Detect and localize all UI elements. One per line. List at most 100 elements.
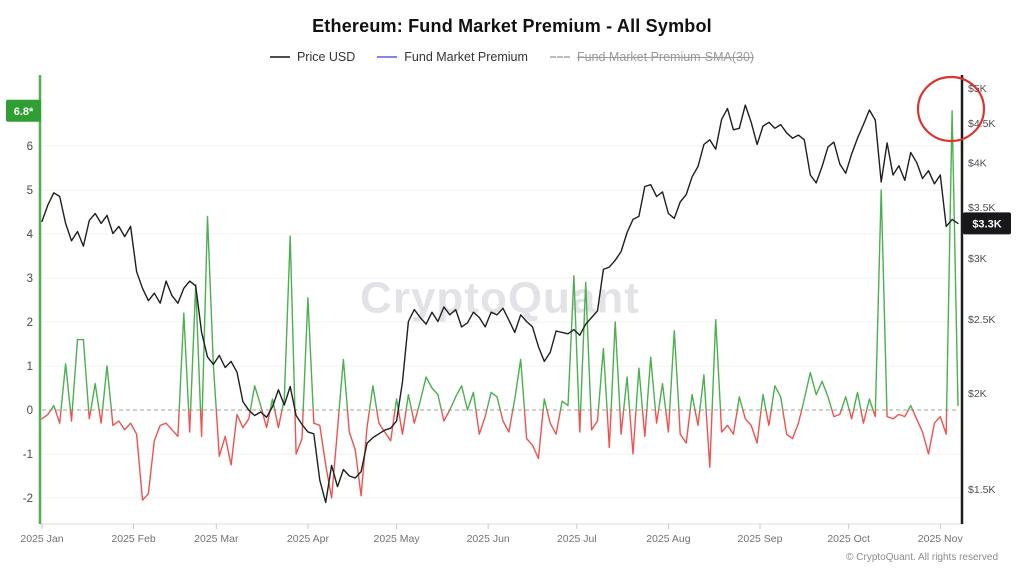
premium-negative-segment <box>312 409 340 499</box>
legend-label-fund-market-premium-sma30: Fund Market Premium-SMA(30) <box>576 50 755 64</box>
left-axis-label: 2 <box>27 317 33 329</box>
premium-negative-segment <box>742 409 762 444</box>
premium-positive-segment <box>338 358 349 411</box>
x-axis-label: 2025 Sep <box>738 533 783 545</box>
premium-negative-segment <box>641 409 648 438</box>
left-axis-label: -1 <box>23 449 33 461</box>
legend-item-price-usd[interactable]: Price USD <box>269 50 356 64</box>
premium-negative-segment <box>376 409 396 442</box>
legend-item-fund-market-premium-sma30[interactable]: Fund Market Premium-SMA(30) <box>549 50 755 64</box>
fund-market-premium-line-swatch <box>377 56 398 58</box>
right-axis-label: $2K <box>968 388 987 400</box>
premium-negative-segment <box>912 409 948 455</box>
watermark: CryptoQuant <box>360 274 640 323</box>
copyright-note: © CryptoQuant. All rights reserved <box>846 552 998 563</box>
x-axis-label: 2025 Nov <box>918 533 964 545</box>
premium-negative-segment <box>98 409 104 424</box>
premium-negative-segment <box>274 409 283 429</box>
left-axis-label: 0 <box>27 405 33 417</box>
premium-positive-segment <box>874 189 888 411</box>
premium-negative-segment <box>719 409 738 435</box>
price-usd-line <box>41 104 959 504</box>
left-axis-label: 5 <box>27 185 33 197</box>
price-usd-line-swatch <box>269 56 290 58</box>
premium-negative-segment <box>87 409 92 420</box>
premium-positive-segment <box>866 398 874 411</box>
legend-item-fund-market-premium[interactable]: Fund Market Premium <box>377 50 528 64</box>
premium-negative-segment <box>619 409 625 435</box>
premium-negative-segment <box>578 409 582 433</box>
premium-positive-segment <box>417 376 443 411</box>
left-axis-label: 1 <box>27 361 33 373</box>
premium-positive-segment <box>736 396 744 411</box>
premium-negative-segment <box>606 409 612 449</box>
left-axis-label: 3 <box>27 273 33 285</box>
premium-negative-segment <box>860 409 868 424</box>
premium-positive-segment <box>689 393 696 411</box>
premium-negative-segment <box>831 409 842 418</box>
right-axis-label: $1.5K <box>968 484 995 496</box>
premium-positive-segment <box>840 396 850 411</box>
premium-max-badge-label: 6.8* <box>14 106 34 118</box>
left-axis-label: 6 <box>27 141 33 153</box>
fund-market-premium-line <box>41 110 959 501</box>
legend-label-price-usd: Price USD <box>296 50 356 64</box>
premium-negative-segment <box>694 409 701 427</box>
price-last-badge <box>963 212 1011 235</box>
premium-negative-segment <box>590 409 600 431</box>
premium-positive-segment <box>646 356 657 411</box>
premium-negative-segment <box>199 409 204 438</box>
x-axis-label: 2025 Aug <box>646 533 691 545</box>
premium-positive-segment <box>610 321 621 411</box>
premium-negative-segment <box>628 409 637 455</box>
right-axis-label: $2.5K <box>968 314 995 326</box>
premium-positive-segment <box>178 312 190 411</box>
premium-negative-segment <box>782 409 803 440</box>
premium-positive-segment <box>189 283 202 411</box>
premium-positive-segment <box>579 281 592 411</box>
premium-positive-segment <box>368 385 378 411</box>
premium-positive-segment <box>635 367 644 411</box>
x-axis-label: 2025 Feb <box>111 533 156 545</box>
left-axis-label: 4 <box>27 229 34 241</box>
premium-negative-segment <box>54 409 62 424</box>
premium-positive-segment <box>90 382 100 411</box>
premium-positive-segment <box>542 398 548 411</box>
premium-positive-segment <box>269 398 276 411</box>
premium-positive-segment <box>302 297 314 411</box>
premium-positive-segment <box>71 338 90 411</box>
premium-positive-segment <box>760 393 767 411</box>
premium-positive-segment <box>770 385 784 411</box>
premium-negative-segment <box>346 409 371 497</box>
x-axis-label: 2025 Apr <box>287 533 330 545</box>
premium-positive-segment <box>405 393 413 411</box>
premium-negative-segment <box>678 409 691 444</box>
premium-negative-segment <box>523 409 544 460</box>
premium-negative-segment <box>110 409 180 501</box>
premium-positive-segment <box>801 371 833 411</box>
premium-positive-segment <box>657 382 667 411</box>
premium-positive-segment <box>281 235 296 411</box>
premium-positive-segment <box>201 215 218 411</box>
premium-negative-segment <box>261 409 271 429</box>
premium-positive-segment <box>852 391 862 411</box>
highlight-circle-annotation <box>916 75 986 143</box>
premium-negative-segment <box>872 409 877 418</box>
x-axis-label: 2025 Jan <box>20 533 63 545</box>
fund-market-premium-sma30-line-swatch <box>549 56 570 58</box>
premium-negative-segment <box>654 409 660 424</box>
legend: Price USD Fund Market Premium Fund Marke… <box>0 50 1024 64</box>
premium-positive-segment <box>559 275 580 411</box>
left-axis-label: -2 <box>23 493 33 505</box>
premium-negative-segment <box>410 409 419 424</box>
premium-negative-segment <box>499 409 514 433</box>
premium-negative-segment <box>41 409 52 420</box>
premium-negative-segment <box>886 409 910 420</box>
premium-positive-segment <box>449 385 477 411</box>
premium-negative-segment <box>475 409 488 435</box>
premium-negative-segment <box>665 409 671 433</box>
price-last-badge-label: $3.3K <box>972 218 1001 230</box>
premium-positive-segment <box>907 404 914 411</box>
premium-negative-segment <box>705 409 713 468</box>
